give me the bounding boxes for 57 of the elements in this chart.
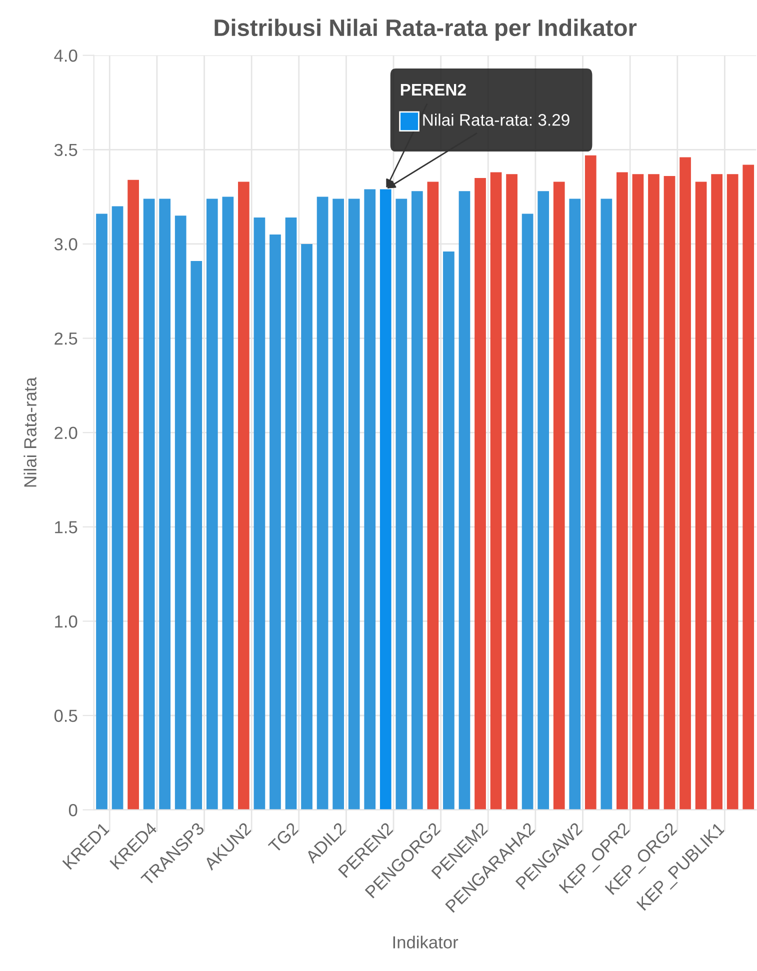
bar	[427, 182, 439, 810]
bar	[96, 214, 108, 810]
bar	[301, 244, 312, 810]
bar	[254, 218, 266, 810]
bar	[443, 252, 454, 810]
bar	[316, 196, 328, 810]
y-tick-label: 3.5	[54, 144, 78, 156]
bar	[680, 157, 691, 810]
y-axis-title: Nilai Rata-rata	[24, 377, 36, 487]
bar	[522, 214, 534, 810]
bar	[348, 198, 360, 810]
bar	[190, 260, 202, 810]
chart-title: Distribusi Nilai Rata-rata per Indikator	[214, 18, 637, 41]
bar	[159, 198, 171, 810]
bar	[285, 218, 297, 810]
y-tick-label: 3.0	[54, 238, 78, 250]
bar	[726, 174, 738, 810]
bar	[569, 198, 581, 810]
y-tick-label: 4.0	[54, 50, 78, 62]
x-axis-title: Indikator	[393, 936, 458, 948]
bar	[332, 198, 344, 810]
annotation: PEREN2	[400, 84, 466, 96]
bar	[616, 172, 628, 810]
y-tick-label: 1.5	[55, 521, 78, 534]
bar	[632, 174, 644, 810]
bar	[506, 174, 518, 810]
bar	[411, 191, 423, 810]
bar	[364, 189, 376, 810]
bar	[143, 198, 155, 810]
y-tick-label: 1.0	[55, 615, 78, 628]
bar	[222, 196, 234, 810]
y-tick-label: 2.5	[54, 332, 78, 345]
bar	[553, 182, 565, 810]
x-tick-label: TG2	[268, 822, 300, 854]
bar	[664, 176, 676, 810]
bar	[695, 182, 707, 810]
bar	[458, 191, 470, 810]
bar	[396, 198, 408, 810]
bar	[112, 206, 124, 810]
bar	[600, 198, 612, 810]
bar	[711, 174, 722, 810]
y-tick-label: 0.5	[54, 710, 78, 722]
y-tick-label: 2.0	[54, 426, 78, 440]
bar	[742, 164, 754, 810]
y-tick-label: 0	[68, 804, 78, 816]
bar	[128, 180, 139, 810]
bar	[238, 182, 250, 810]
bar	[380, 189, 392, 810]
bar	[490, 172, 502, 810]
annotation: Nilai Rata-rata: 3.29	[423, 114, 570, 126]
bar	[174, 216, 186, 810]
bar	[206, 198, 218, 810]
bar	[270, 234, 281, 810]
bar	[584, 155, 596, 810]
bar	[538, 191, 550, 810]
bar	[474, 178, 486, 810]
bar	[648, 174, 660, 810]
